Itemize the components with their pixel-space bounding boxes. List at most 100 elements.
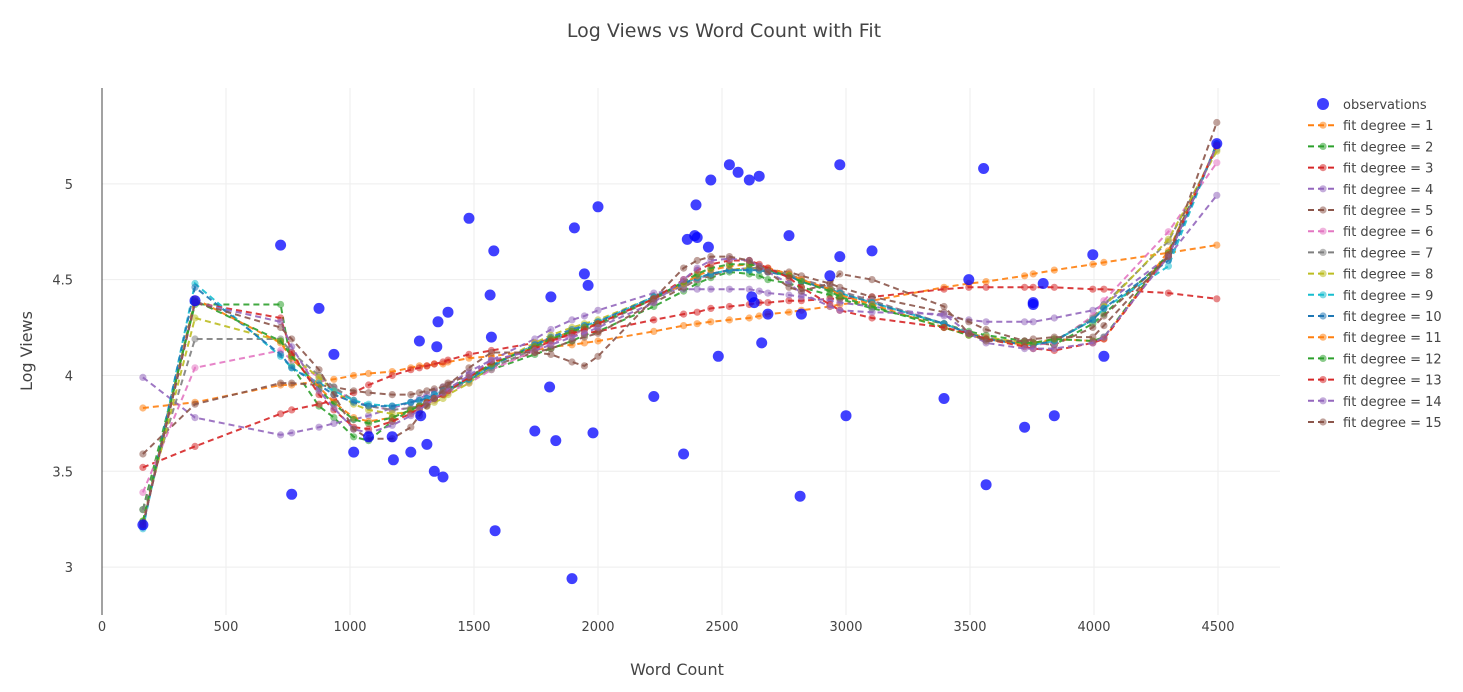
fit-point (725, 253, 734, 261)
fit-point (580, 329, 589, 337)
fit-line (141, 145, 1218, 526)
fit-lines (139, 118, 1221, 533)
fit-point (1021, 283, 1029, 291)
legend-item[interactable]: fit degree = 4 (1308, 183, 1433, 198)
observation-point (1027, 299, 1039, 310)
legend-symbol (1319, 185, 1327, 193)
legend-item[interactable]: fit degree = 13 (1308, 374, 1442, 389)
observation-point (387, 454, 399, 466)
axes: 0 500 1000 1500 2000 2500 3000 3500 4000 4500 3 3.5… (52, 88, 1235, 635)
observation-point (678, 448, 690, 460)
fit-point (594, 306, 602, 314)
legend-item[interactable]: fit degree = 14 (1308, 395, 1442, 410)
legend-symbol (1319, 333, 1327, 341)
fit-point (707, 318, 715, 326)
fit-point (568, 316, 576, 324)
legend-label: fit degree = 14 (1343, 395, 1442, 410)
fit-point (707, 285, 715, 293)
legend-label: fit degree = 12 (1343, 352, 1442, 367)
fit-point (415, 396, 423, 404)
observation-point (834, 159, 846, 171)
fit-point (330, 391, 338, 399)
legend-symbol (1319, 227, 1327, 235)
legend-item[interactable]: fit degree = 9 (1308, 289, 1433, 304)
legend-item[interactable]: fit degree = 15 (1308, 416, 1442, 431)
fit-point (1029, 318, 1037, 326)
legend-item[interactable]: fit degree = 5 (1308, 204, 1433, 219)
legend-item[interactable]: fit degree = 6 (1308, 225, 1433, 240)
observation-point (691, 232, 703, 243)
fit-point (1089, 285, 1097, 293)
observation-point (544, 381, 556, 393)
fit-point (826, 302, 834, 311)
observation-point (137, 519, 149, 531)
fit-point (315, 387, 323, 395)
fit-point (1100, 312, 1108, 320)
legend-item[interactable]: fit degree = 3 (1308, 162, 1433, 177)
observation-point (702, 241, 714, 253)
fit-point (1100, 322, 1108, 330)
fit-point (288, 406, 296, 414)
legend-label: fit degree = 13 (1343, 374, 1442, 389)
observation-point (756, 337, 768, 349)
fit-point (940, 285, 948, 293)
observation-point (1211, 138, 1223, 150)
fit-point (650, 295, 658, 303)
legend-item[interactable]: observations (1317, 98, 1427, 113)
fit-point (868, 302, 876, 311)
observation-point (582, 279, 594, 291)
fit-point (350, 387, 358, 395)
observation-point (762, 308, 774, 320)
fit-point (982, 278, 990, 286)
observation-point (545, 291, 557, 303)
legend-item[interactable]: fit degree = 1 (1308, 119, 1433, 134)
fit-point (365, 389, 373, 397)
fit-point (940, 323, 948, 332)
observation-point (405, 446, 417, 458)
fit-point (764, 289, 772, 297)
fit-point (965, 318, 973, 326)
legend-item[interactable]: fit degree = 11 (1308, 331, 1442, 346)
legend-item[interactable]: fit degree = 10 (1308, 310, 1442, 325)
fit-point (1050, 345, 1058, 353)
fit-point (423, 362, 431, 370)
legend[interactable]: observations fit degree = 1 fit degree = 2… (1308, 98, 1442, 431)
fit-point (139, 373, 147, 381)
fit-point (315, 423, 323, 431)
fit-series (139, 283, 1221, 471)
legend-item[interactable]: fit degree = 2 (1308, 140, 1433, 155)
fit-point (139, 463, 147, 471)
y-tick-label: 3.5 (52, 465, 73, 480)
fit-line (142, 286, 1217, 469)
observation-point (834, 251, 846, 263)
legend-label: fit degree = 1 (1343, 119, 1433, 134)
fit-point (785, 283, 793, 291)
legend-symbol (1319, 164, 1327, 172)
x-tick-label: 500 (214, 620, 239, 635)
legend-label: fit degree = 10 (1343, 310, 1442, 325)
legend-item[interactable]: fit degree = 12 (1308, 352, 1442, 367)
fit-point (1021, 318, 1029, 326)
fit-point (547, 325, 555, 334)
fit-point (430, 394, 438, 403)
observation-point (413, 335, 425, 347)
fit-point (388, 391, 396, 399)
legend-symbol (1319, 354, 1327, 362)
fit-point (350, 371, 358, 380)
fit-point (191, 364, 199, 372)
fit-point (547, 341, 555, 349)
observation-point (189, 295, 201, 307)
fit-point (725, 285, 734, 293)
legend-label: fit degree = 11 (1343, 331, 1442, 346)
legend-item[interactable]: fit degree = 7 (1308, 246, 1433, 261)
fit-point (1021, 337, 1029, 345)
fit-point (745, 314, 753, 322)
legend-item[interactable]: fit degree = 8 (1308, 268, 1433, 283)
chart-title: Log Views vs Word Count with Fit (567, 20, 881, 42)
observation-point (866, 245, 878, 257)
fit-series (139, 140, 1221, 531)
fit-point (1029, 335, 1037, 343)
observation-point (783, 230, 795, 242)
legend-symbol (1319, 397, 1327, 405)
fit-point (965, 329, 973, 337)
